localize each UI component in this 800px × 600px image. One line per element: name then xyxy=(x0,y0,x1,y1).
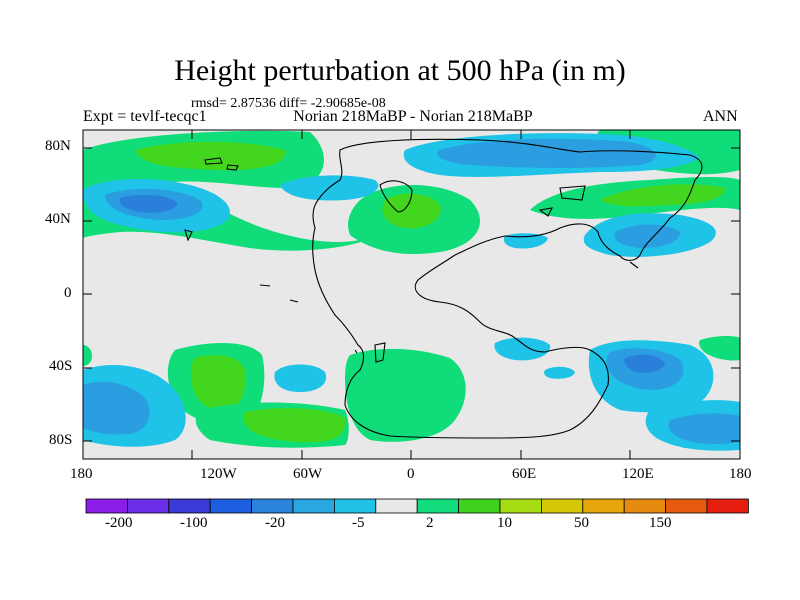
lat-label-80s: 80S xyxy=(49,432,73,448)
colorbar-box-4 xyxy=(251,498,294,514)
colorbar-label-7: 150 xyxy=(649,515,672,531)
coastline-main xyxy=(312,138,703,439)
contour-pos-south-1b xyxy=(190,355,246,412)
lon-label-60e: 60E xyxy=(512,466,537,482)
contour-neg-south-4 xyxy=(544,366,575,379)
lon-label-60w: 60W xyxy=(293,466,323,482)
lon-label-180e: 180 xyxy=(729,466,752,482)
coastline-island-4 xyxy=(559,185,586,201)
colorbar-box-14 xyxy=(665,498,708,514)
lat-label-eq: 0 xyxy=(64,285,72,301)
season-label: ANN xyxy=(703,108,738,125)
colorbar-box-11 xyxy=(541,498,584,514)
colorbar-box-6 xyxy=(333,498,377,514)
lon-label-180w: 180 xyxy=(70,466,93,482)
contour-neg-south-6b xyxy=(668,413,740,444)
plot-title: Height perturbation at 500 hPa (in m) xyxy=(174,54,626,87)
colorbar-label-4: 2 xyxy=(426,515,434,531)
colorbar-box-7 xyxy=(375,498,418,514)
colorbar-box-10 xyxy=(499,498,542,514)
colorbar-label-5: 10 xyxy=(497,515,512,531)
lat-label-40n: 40N xyxy=(45,211,71,227)
colorbar xyxy=(85,498,749,514)
colorbar-box-3 xyxy=(209,498,252,514)
colorbar-label-0: -200 xyxy=(105,515,133,531)
map-field xyxy=(83,130,740,459)
colorbar-box-2 xyxy=(168,498,211,514)
coastline-sea-north xyxy=(379,180,413,213)
coastline-island-7 xyxy=(354,349,358,354)
stats-line: rmsd= 2.87536 diff= -2.90685e-08 xyxy=(191,96,386,111)
coastline xyxy=(184,138,703,439)
lat-label-40s: 40S xyxy=(49,358,73,374)
colorbar-label-1: -100 xyxy=(180,515,208,531)
contour-pos-north-3b xyxy=(382,193,441,229)
colorbar-label-6: 50 xyxy=(574,515,589,531)
experiment-label: Expt = tevlf-tecqc1 xyxy=(83,108,207,125)
contour-neg-south-5c xyxy=(624,354,665,373)
coastline-island-9 xyxy=(289,299,299,303)
colorbar-box-12 xyxy=(582,498,625,514)
lon-label-120e: 120E xyxy=(622,466,654,482)
case-label: Norian 218MaBP - Norian 218MaBP xyxy=(293,108,533,125)
contour-neg-north-3b xyxy=(436,138,657,168)
contour-neg-north-1c xyxy=(119,194,178,213)
contour-pos-north-2 xyxy=(135,141,286,171)
axis-ticks xyxy=(82,130,741,459)
colorbar-box-15 xyxy=(706,498,749,514)
contour-neg-north-4b xyxy=(614,224,680,248)
contour-pos-south-3 xyxy=(345,348,466,442)
lon-label-0: 0 xyxy=(407,466,415,482)
colorbar-box-9 xyxy=(458,498,501,514)
coastline-island-5 xyxy=(538,207,553,217)
coastline-island-3 xyxy=(184,229,193,242)
lat-label-80n: 80N xyxy=(45,138,71,154)
contour-pos-north-4b xyxy=(600,184,725,207)
coastline-island-2 xyxy=(226,164,239,171)
coastline-island-1 xyxy=(204,157,223,165)
coastline-island-10 xyxy=(629,261,639,269)
contour-neg-south-2 xyxy=(274,364,327,392)
colorbar-box-8 xyxy=(416,498,460,514)
coastline-island-8 xyxy=(259,284,271,287)
colorbar-box-13 xyxy=(623,498,667,514)
lon-label-120w: 120W xyxy=(200,466,237,482)
coastline-island-6 xyxy=(374,342,386,363)
colorbar-label-3: -5 xyxy=(352,515,365,531)
colorbar-box-5 xyxy=(292,498,335,514)
contour-pos-south-4 xyxy=(699,335,740,361)
contour-pos-south-5 xyxy=(83,345,92,366)
colorbar-box-1 xyxy=(127,498,170,514)
contour-pos-south-2b xyxy=(243,408,346,443)
colorbar-label-2: -20 xyxy=(265,515,285,531)
contour-neg-south-3 xyxy=(494,337,551,361)
colorbar-box-0 xyxy=(85,498,128,514)
contour-neg-south-1b xyxy=(83,381,150,435)
